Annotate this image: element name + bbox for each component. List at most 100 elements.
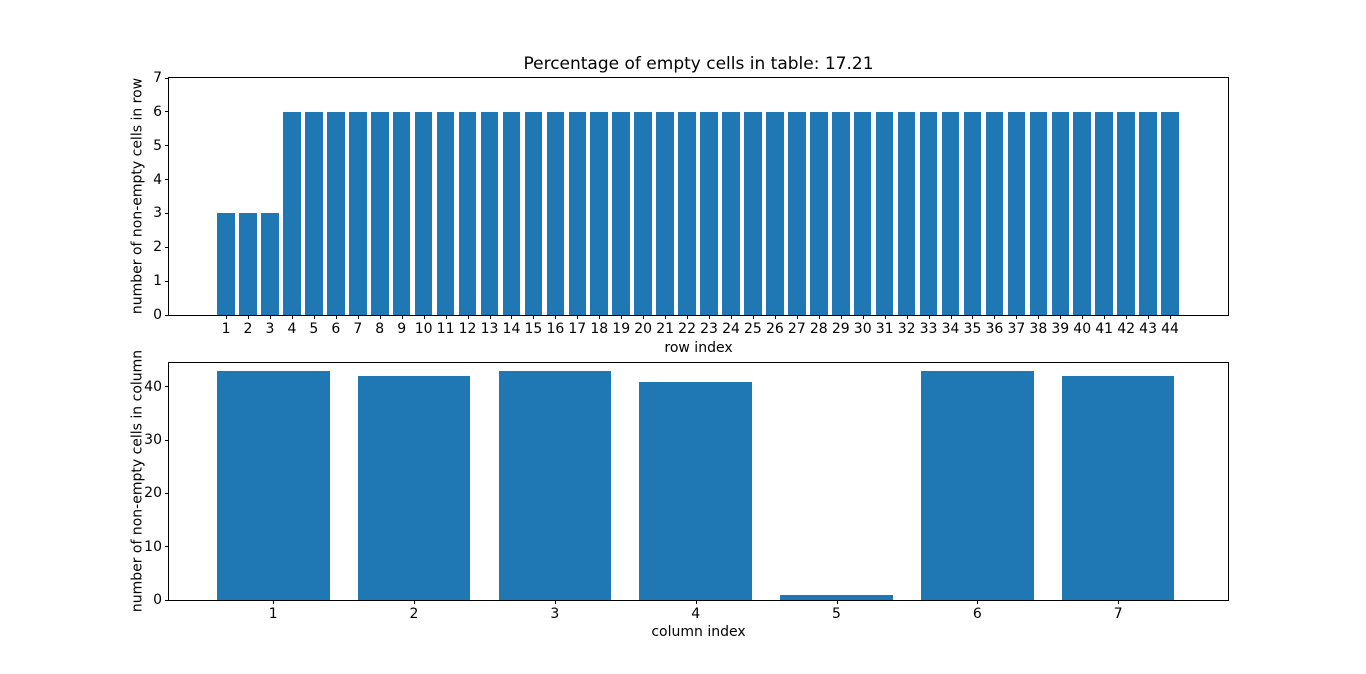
x-tick bbox=[884, 315, 886, 319]
bar bbox=[744, 111, 762, 315]
x-tick-label: 28 bbox=[809, 321, 828, 337]
bar bbox=[357, 376, 471, 600]
x-tick bbox=[1060, 315, 1062, 319]
bar bbox=[919, 111, 938, 315]
y-tick bbox=[165, 111, 169, 113]
bar bbox=[810, 111, 828, 315]
bar bbox=[1051, 111, 1070, 315]
x-tick-label: 32 bbox=[897, 321, 916, 337]
x-tick-label: 35 bbox=[963, 321, 982, 337]
x-tick-label: 3 bbox=[265, 321, 275, 337]
x-tick bbox=[414, 600, 416, 604]
x-tick bbox=[335, 315, 337, 319]
x-tick bbox=[730, 315, 732, 319]
bar bbox=[788, 111, 806, 315]
x-tick bbox=[972, 315, 974, 319]
row-chart-title: Percentage of empty cells in table: 17.2… bbox=[523, 54, 874, 74]
bar bbox=[370, 111, 389, 315]
bar bbox=[1007, 111, 1026, 315]
x-tick bbox=[467, 315, 469, 319]
bar bbox=[436, 111, 455, 315]
bar bbox=[498, 371, 612, 600]
x-tick-label: 20 bbox=[634, 321, 653, 337]
x-tick-label: 5 bbox=[832, 606, 841, 622]
x-tick-label: 27 bbox=[787, 321, 806, 337]
x-tick-label: 16 bbox=[546, 321, 565, 337]
x-tick-label: 1 bbox=[268, 606, 278, 622]
bar bbox=[327, 111, 345, 315]
y-tick bbox=[165, 179, 169, 181]
y-tick-label: 10 bbox=[144, 538, 162, 555]
x-tick bbox=[379, 315, 381, 319]
y-tick-label: 6 bbox=[153, 103, 162, 120]
x-tick bbox=[1082, 315, 1084, 319]
bar bbox=[392, 111, 411, 315]
y-tick bbox=[165, 145, 169, 147]
x-tick bbox=[643, 315, 645, 319]
x-tick-label: 37 bbox=[1007, 321, 1026, 337]
x-tick bbox=[994, 315, 996, 319]
x-tick-label: 38 bbox=[1029, 321, 1048, 337]
bar bbox=[656, 111, 674, 315]
bar bbox=[216, 371, 330, 600]
x-tick bbox=[273, 600, 275, 604]
x-tick-label: 2 bbox=[243, 321, 253, 337]
x-tick-label: 10 bbox=[414, 321, 433, 337]
bar bbox=[1139, 111, 1157, 315]
x-tick bbox=[687, 315, 689, 319]
bar bbox=[261, 213, 279, 315]
row-chart-plot-area: 1 2 3 4 5 6 7 8 9 10 11 12 13 14 15 16 17 18 19 20 21 22 23 24 2… bbox=[153, 70, 1229, 337]
x-tick-label: 22 bbox=[678, 321, 696, 337]
y-tick-label: 20 bbox=[144, 485, 162, 502]
y-tick bbox=[165, 246, 169, 248]
x-tick-label: 36 bbox=[985, 321, 1004, 337]
x-tick-label: 14 bbox=[502, 321, 521, 337]
y-tick-label: 2 bbox=[153, 239, 162, 256]
x-tick-label: 43 bbox=[1139, 321, 1157, 337]
x-tick-label: 31 bbox=[875, 321, 894, 337]
y-tick-label: 4 bbox=[153, 171, 162, 188]
x-tick-label: 18 bbox=[590, 321, 609, 337]
x-tick bbox=[313, 315, 315, 319]
bar bbox=[639, 381, 752, 600]
x-tick bbox=[357, 315, 359, 319]
bar bbox=[780, 594, 893, 600]
y-tick-label: 1 bbox=[153, 273, 162, 290]
x-tick bbox=[928, 315, 930, 319]
x-tick bbox=[1118, 600, 1120, 604]
bar bbox=[853, 111, 872, 315]
x-tick-label: 42 bbox=[1117, 321, 1136, 337]
bar bbox=[305, 111, 323, 315]
x-tick bbox=[836, 600, 838, 604]
x-tick bbox=[796, 315, 798, 319]
column-chart-x-axis-label: column index bbox=[651, 624, 746, 640]
y-tick bbox=[165, 280, 169, 282]
x-tick-label: 12 bbox=[458, 321, 477, 337]
y-tick-label: 7 bbox=[153, 70, 162, 86]
bar bbox=[897, 111, 916, 315]
x-tick bbox=[577, 315, 579, 319]
x-tick-label: 2 bbox=[409, 606, 419, 622]
bar bbox=[722, 111, 740, 315]
bar bbox=[217, 213, 235, 315]
bar bbox=[1029, 111, 1048, 315]
x-tick-label: 33 bbox=[919, 321, 938, 337]
bar bbox=[1117, 111, 1135, 315]
x-tick bbox=[555, 315, 557, 319]
bar bbox=[524, 111, 543, 315]
x-tick bbox=[621, 315, 623, 319]
bar bbox=[941, 111, 960, 315]
x-tick bbox=[554, 600, 556, 604]
x-tick-label: 5 bbox=[309, 321, 319, 337]
x-tick-label: 13 bbox=[480, 321, 499, 337]
x-tick bbox=[695, 600, 697, 604]
y-tick bbox=[165, 599, 169, 601]
row-chart-x-axis-label: row index bbox=[664, 340, 733, 356]
bar bbox=[546, 111, 565, 315]
x-tick-label: 7 bbox=[1113, 606, 1123, 622]
x-tick bbox=[489, 315, 491, 319]
x-tick bbox=[1148, 315, 1150, 319]
x-tick bbox=[226, 315, 228, 319]
x-tick-label: 6 bbox=[331, 321, 341, 337]
